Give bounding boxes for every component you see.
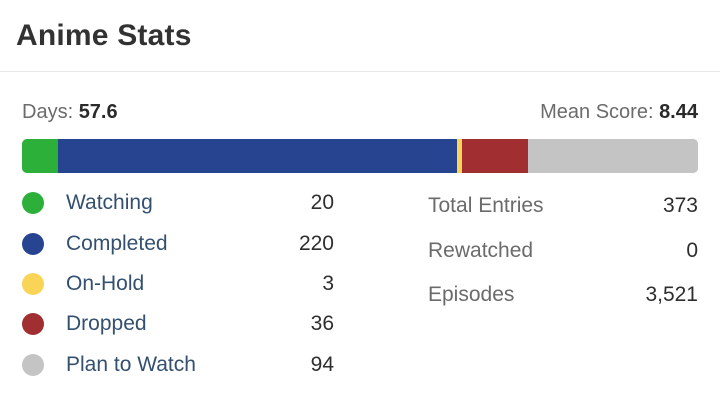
total-entries-value: 373: [662, 194, 698, 218]
status-row-watching: Watching 20: [22, 183, 334, 223]
status-link-on-hold[interactable]: On-Hold: [66, 271, 145, 295]
episodes-label: Episodes: [428, 283, 515, 307]
status-link-dropped[interactable]: Dropped: [66, 312, 147, 336]
status-row-completed: Completed 220: [22, 223, 334, 263]
totals-list: Total Entries 373 Rewatched 0 Episodes 3…: [428, 184, 698, 318]
total-row-rewatched: Rewatched 0: [428, 229, 698, 274]
rewatched-label: Rewatched: [428, 238, 534, 262]
mean-score-value: 8.44: [659, 100, 698, 123]
mean-score-stat: Mean Score: 8.44: [540, 101, 698, 124]
rewatched-value: 0: [686, 238, 698, 262]
status-row-dropped: Dropped 36: [22, 304, 334, 344]
status-row-plan-to-watch: Plan to Watch 94: [22, 345, 334, 385]
status-count-watching: 20: [310, 191, 334, 215]
dropped-dot-icon: [22, 313, 44, 336]
status-count-plan-to-watch: 94: [310, 352, 334, 376]
status-link-plan-to-watch[interactable]: Plan to Watch: [66, 352, 196, 376]
status-progress-bar: [22, 139, 698, 173]
plan-to-watch-dot-icon: [22, 353, 44, 376]
status-link-watching[interactable]: Watching: [66, 191, 153, 215]
total-row-episodes: Episodes 3,521: [428, 273, 698, 318]
episodes-value: 3,521: [645, 283, 698, 307]
status-link-completed[interactable]: Completed: [66, 231, 168, 255]
status-count-completed: 220: [298, 231, 334, 255]
days-label: Days:: [22, 100, 74, 123]
on-hold-dot-icon: [22, 272, 44, 295]
bar-segment-watching[interactable]: [22, 139, 59, 173]
mean-score-label: Mean Score:: [540, 100, 654, 123]
stats-summary: Days: 57.6 Mean Score: 8.44: [22, 98, 698, 126]
status-count-dropped: 36: [310, 312, 334, 336]
completed-dot-icon: [22, 232, 44, 255]
status-legend: Watching 20 Completed 220 On-Hold 3 Drop…: [22, 183, 334, 385]
total-row-entries: Total Entries 373: [428, 184, 698, 229]
bar-segment-on-hold[interactable]: [456, 139, 463, 173]
bar-segment-dropped[interactable]: [462, 139, 528, 173]
status-count-on-hold: 3: [322, 271, 334, 295]
card-header: Anime Stats: [0, 0, 720, 72]
bar-segment-plan-to-watch[interactable]: [527, 139, 698, 173]
bar-segment-completed[interactable]: [58, 139, 457, 173]
days-value: 57.6: [78, 100, 118, 123]
days-stat: Days: 57.6: [22, 101, 118, 124]
watching-dot-icon: [22, 192, 44, 215]
page-title: Anime Stats: [16, 18, 192, 52]
total-entries-label: Total Entries: [428, 194, 544, 218]
status-row-on-hold: On-Hold 3: [22, 264, 334, 304]
